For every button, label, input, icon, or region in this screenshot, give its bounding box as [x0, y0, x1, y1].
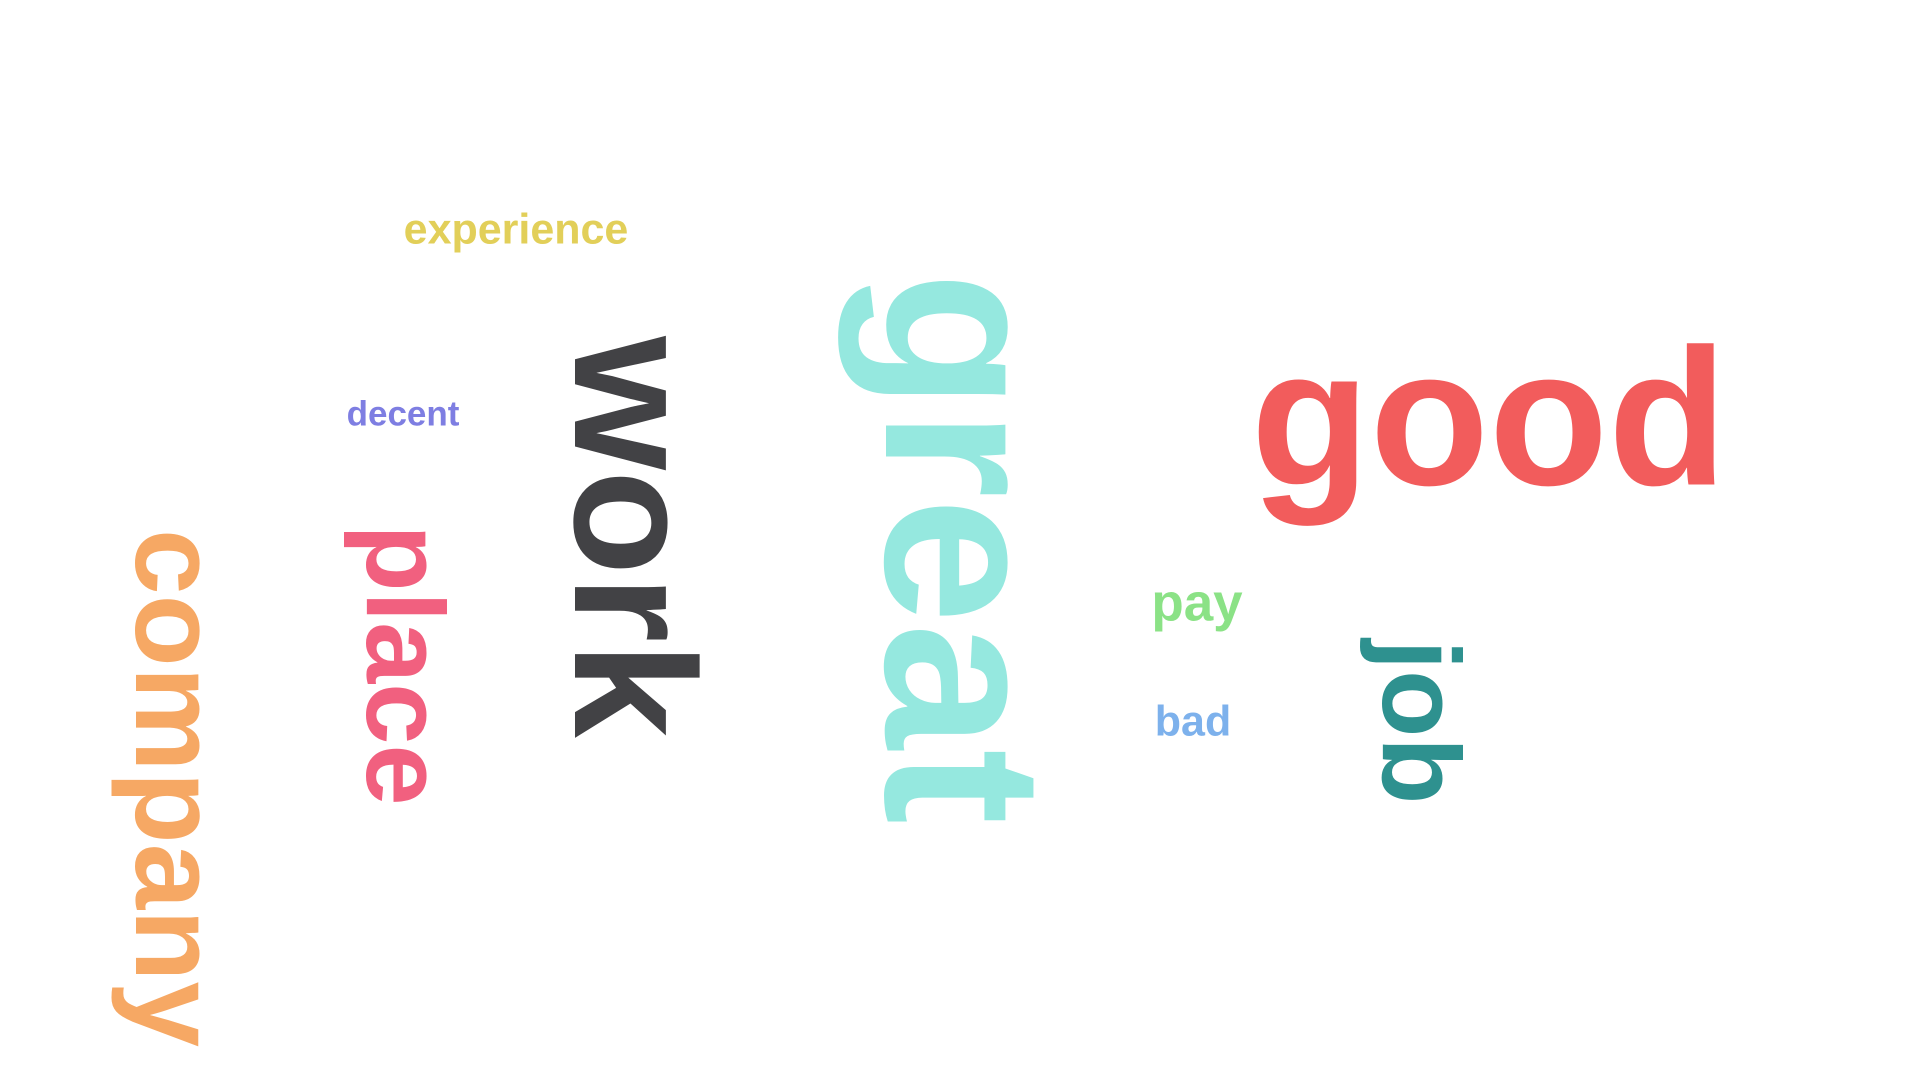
word-experience: experience — [403, 205, 629, 254]
word-work: work — [538, 336, 730, 738]
word-pay: pay — [1151, 573, 1243, 633]
word-good: good — [1250, 308, 1728, 527]
word-place: place — [343, 524, 466, 806]
word-bad: bad — [1154, 697, 1232, 746]
word-decent: decent — [346, 394, 460, 434]
word-job: job — [1359, 639, 1482, 805]
word-company: company — [110, 528, 242, 1048]
word-great: great — [838, 271, 1091, 825]
